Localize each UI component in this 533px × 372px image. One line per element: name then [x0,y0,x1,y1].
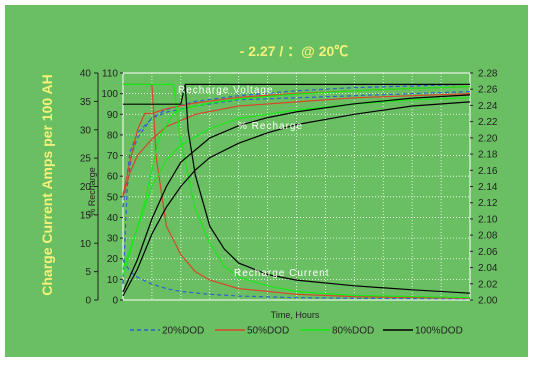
y-axis-right-tick-label: 2.16 [478,166,498,177]
y-axis-right-tick-label: 2.08 [478,231,498,242]
annotation-recharge-current: Recharge Current [234,268,329,279]
y-axis-inner-tick-label: 50 [107,192,119,203]
y-axis-right-tick-label: 2.02 [478,279,498,290]
y-axis-right-tick-label: 2.12 [478,198,498,209]
recharge-line-100pctdod [122,101,471,297]
chart-labels: - 2.27 / ：@ 20℃ Charge Current Amps per … [39,43,348,320]
y-axis-inner-tick-label: 110 [102,69,118,80]
recharge-line-80pctdod [122,97,471,270]
legend-label-80pctdod: 80%DOD [332,326,374,337]
legend-label-20pctdod: 20%DOD [162,326,204,337]
annotation-recharge-voltage: Recharge Voltage [178,85,274,96]
legend-label-100pctdod: 100%DOD [415,326,463,337]
current-line-50pctdod [123,83,471,299]
y-axis-outer-tick-label: 40 [80,69,92,80]
y-axis-inner-tick-label: 10 [107,275,119,286]
y-axis-inner-tick-label: 60 [107,172,119,183]
y-axis-inner-tick-label: 70 [107,151,119,162]
y-axis-inner-tick-label: 100 [101,89,118,100]
y-axis-inner-title: % Recharge [87,167,97,217]
chart-series [122,83,471,300]
y-axis-outer-tick-label: 35 [80,97,92,108]
current-line-20pctdod [122,259,471,300]
chart-legend: 20%DOD 50%DOD 80%DOD 100%DOD [130,326,463,337]
voltage-line-100pctdod [122,94,471,293]
y-axis-right-tick-label: 2.18 [478,150,498,161]
y-axis-outer-tick-label: 30 [80,125,92,136]
y-axis-outer-tick-label: 20 [80,182,92,193]
y-axis-outer-tick-label: 10 [80,239,92,250]
y-axis-inner-tick-label: 0 [112,296,118,307]
y-axis-outer-tick-label: 5 [85,267,91,278]
legend-label-50pctdod: 50%DOD [247,326,289,337]
chart-axes: 0 5 10 15 20 25 30 35 40 0 10 20 30 40 50 60 70 80 90 100 11… [80,69,498,307]
y-axis-right-tick-label: 2.28 [478,69,498,80]
y-axis-outer-tick-label: 15 [80,210,92,221]
current-line-100pctdod [123,84,471,294]
x-axis-title: Time, Hours [271,310,320,320]
y-axis-right-tick-label: 2.10 [478,214,498,225]
chart-title: - 2.27 / ：@ 20℃ [240,43,349,59]
y-axis-inner-tick-label: 20 [107,254,119,265]
y-axis-right-tick-label: 2.04 [478,263,498,274]
y-axis-right-tick-label: 2.22 [478,117,498,128]
y-axis-outer-tick-label: 0 [85,296,91,307]
y-axis-right-tick-label: 2.24 [478,101,498,112]
y-axis-right-tick-label: 2.00 [478,296,498,307]
y-axis-right-tick-label: 2.26 [478,85,498,96]
current-line-80pctdod [123,83,471,299]
y-axis-right-tick-label: 2.14 [478,182,498,193]
y-axis-inner-tick-label: 30 [107,234,119,245]
annotation-percent-recharge: % Recharge [238,121,303,132]
y-axis-outer-title: Charge Current Amps per 100 AH [39,74,55,295]
chart-grid [122,72,471,301]
recharge-line-50pctdod [122,93,471,197]
y-axis-right-tick-label: 2.20 [478,133,498,144]
voltage-line-80pctdod [122,86,471,276]
y-axis-inner-tick-label: 90 [107,110,119,121]
y-axis-inner-tick-label: 80 [107,130,119,141]
y-axis-outer-tick-label: 25 [80,154,92,165]
y-axis-right-tick-label: 2.06 [478,247,498,258]
y-axis-inner-tick-label: 40 [107,213,119,224]
